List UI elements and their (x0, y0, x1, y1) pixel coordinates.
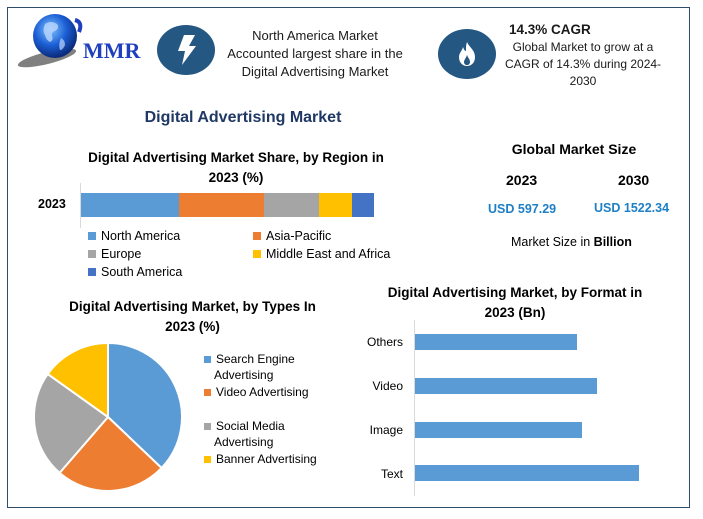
title-line: 2023 (%) (165, 319, 220, 334)
legend-swatch (204, 423, 211, 430)
legend-swatch (88, 232, 96, 240)
format-axis-line (414, 320, 415, 496)
market-size-note: Market Size in Billion (511, 235, 632, 249)
cagr-callout: 14.3% CAGR Global Market to grow at a CA… (503, 21, 663, 90)
infographic-frame (7, 7, 690, 508)
format-bar-text (415, 465, 639, 481)
callout-line: 2030 (569, 74, 597, 88)
logo-text: MMR (83, 38, 141, 63)
title-line: 2023 (Bn) (484, 305, 546, 320)
callout-line: Digital Advertising Market (241, 64, 389, 79)
legend-label: Social Media (216, 419, 285, 433)
types-pie-chart (33, 342, 183, 492)
legend-swatch (204, 389, 211, 396)
legend-swatch (204, 356, 211, 363)
flame-icon-badge (438, 29, 496, 79)
format-label-image: Image (369, 423, 403, 437)
legend-europe: Europe (88, 247, 141, 261)
cagr-heading: 14.3% CAGR (509, 22, 591, 37)
legend-label: Search Engine (216, 352, 295, 366)
lightning-icon-badge (157, 25, 215, 75)
note-unit: Billion (593, 235, 632, 249)
title-line: Digital Advertising Market, by Types In (69, 299, 316, 314)
types-chart-title: Digital Advertising Market, by Types In … (55, 297, 330, 337)
legend-swatch (253, 250, 261, 258)
slice-banner (46, 342, 109, 419)
north-america-callout: North America Market Accounted largest s… (218, 27, 412, 81)
format-label-text: Text (380, 467, 403, 481)
region-category-label: 2023 (38, 197, 66, 211)
callout-line: Global Market to grow at a (512, 40, 654, 54)
format-label-video: Video (372, 379, 403, 393)
format-label-others: Others (366, 335, 403, 349)
format-bar-others (415, 334, 577, 350)
callout-line: North America Market (252, 28, 378, 43)
legend-video: Video Advertising (204, 384, 309, 400)
legend-swatch (88, 250, 96, 258)
legend-label: Middle East and Africa (266, 247, 391, 261)
note-text: Market Size in (511, 235, 594, 249)
legend-social-media: Social Media Advertising (204, 418, 285, 450)
year-2030: 2030 (618, 172, 650, 188)
legend-label: Advertising (214, 368, 274, 382)
legend-label: Advertising (214, 435, 274, 449)
format-bar-image (415, 422, 582, 438)
legend-search-engine: Search Engine Advertising (204, 351, 295, 383)
segment-south-america (352, 193, 374, 217)
region-stacked-bar (81, 193, 374, 217)
segment-north-america (81, 193, 179, 217)
slice-search-engine (107, 342, 183, 470)
segment-europe (264, 193, 319, 217)
lightning-icon (178, 35, 196, 65)
global-market-size-heading: Global Market Size (511, 141, 637, 157)
value-2023: USD 597.29 (488, 202, 557, 216)
mmr-logo: MMR (15, 12, 145, 70)
title-line: Digital Advertising Market, by Format in (387, 285, 643, 300)
callout-line: Accounted largest share in the (227, 46, 403, 61)
legend-label: Asia-Pacific (266, 229, 332, 243)
value-2030: USD 1522.34 (594, 201, 670, 215)
year-2023: 2023 (506, 172, 538, 188)
legend-swatch (253, 232, 261, 240)
format-chart-title: Digital Advertising Market, by Format in… (370, 283, 660, 323)
legend-swatch (204, 456, 211, 463)
title-line: Digital Advertising Market Share, by Reg… (88, 150, 384, 165)
format-bar-video (415, 378, 597, 394)
page-title: Digital Advertising Market (144, 109, 342, 126)
legend-label: South America (101, 265, 183, 279)
title-line: 2023 (%) (208, 170, 264, 185)
legend-label: North America (101, 229, 181, 243)
legend-asia-pacific: Asia-Pacific (253, 229, 331, 243)
region-axis-line (80, 183, 81, 228)
globe-icon (17, 14, 83, 68)
callout-line: CAGR of 14.3% during 2024- (504, 57, 662, 71)
legend-middle-east-africa: Middle East and Africa (253, 247, 390, 261)
segment-middle-east-africa (319, 193, 352, 217)
legend-label: Video Advertising (216, 385, 309, 399)
legend-swatch (88, 268, 96, 276)
legend-south-america: South America (88, 265, 182, 279)
flame-icon (459, 42, 475, 66)
legend-north-america: North America (88, 229, 180, 243)
legend-banner: Banner Advertising (204, 451, 317, 467)
legend-label: Banner Advertising (216, 452, 317, 466)
legend-label: Europe (101, 247, 142, 261)
slice-video (58, 415, 164, 492)
region-chart-title: Digital Advertising Market Share, by Reg… (60, 148, 412, 188)
slice-social-media (33, 372, 110, 475)
segment-asia-pacific (179, 193, 264, 217)
